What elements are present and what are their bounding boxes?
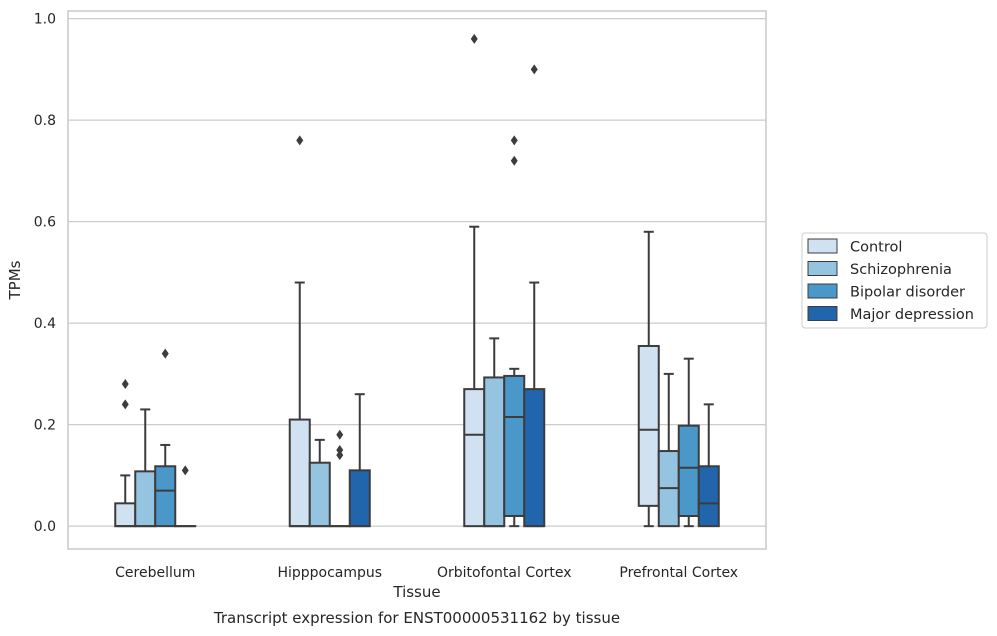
y-axis-label: TPMs bbox=[6, 260, 24, 300]
box-body bbox=[463, 388, 486, 528]
outlier-point bbox=[530, 64, 538, 75]
legend-swatch bbox=[807, 283, 838, 299]
box-prefrontal-cortex-bipolar-disorder bbox=[677, 357, 700, 528]
box-hipppocampus-major-depression bbox=[348, 393, 371, 528]
legend: Control Schizophrenia Bipolar disorder Majo… bbox=[801, 232, 988, 329]
outlier-point bbox=[510, 135, 518, 146]
box-body bbox=[308, 461, 331, 528]
box-hipppocampus-control bbox=[288, 135, 311, 528]
legend-label: Schizophrenia bbox=[850, 262, 952, 278]
box-prefrontal-cortex-schizophrenia bbox=[657, 372, 680, 528]
outlier-point bbox=[336, 445, 344, 456]
outlier-point bbox=[336, 450, 344, 461]
box-cerebellum-schizophrenia bbox=[134, 408, 157, 528]
x-tick-label: Prefrontal Cortex bbox=[619, 565, 738, 581]
y-tick-label: 1.0 bbox=[34, 12, 56, 28]
box-orbitofontal-cortex-schizophrenia bbox=[483, 337, 506, 528]
box-cerebellum-control bbox=[114, 379, 137, 528]
box-plot-marks bbox=[114, 33, 720, 528]
outlier-point bbox=[121, 379, 129, 390]
outlier-point bbox=[296, 135, 304, 146]
y-tick-label: 0.2 bbox=[34, 418, 56, 434]
outlier-point bbox=[181, 465, 189, 476]
box-body bbox=[503, 374, 526, 518]
box-orbitofontal-cortex-major-depression bbox=[523, 64, 546, 528]
y-tick-label: 0.6 bbox=[34, 215, 56, 231]
chart-caption: Transcript expression for ENST0000053116… bbox=[213, 609, 620, 627]
y-tick-label: 0.4 bbox=[34, 316, 56, 332]
box-prefrontal-cortex-control bbox=[637, 230, 660, 528]
legend-label: Control bbox=[850, 240, 902, 256]
box-orbitofontal-cortex-control bbox=[463, 33, 486, 528]
legend-swatch bbox=[807, 261, 838, 276]
box-body bbox=[114, 502, 137, 528]
box-body bbox=[637, 344, 660, 507]
box-body bbox=[288, 418, 311, 528]
x-tick-label: Orbitofontal Cortex bbox=[437, 565, 572, 581]
box-cerebellum-major-depression bbox=[174, 465, 197, 528]
legend-label: Major depression bbox=[850, 307, 974, 323]
legend-swatch bbox=[807, 306, 838, 321]
box-body bbox=[523, 388, 546, 528]
box-body bbox=[134, 470, 157, 528]
y-tick-label: 0.8 bbox=[34, 113, 56, 129]
outlier-point bbox=[470, 33, 478, 44]
grid-lines bbox=[68, 18, 766, 527]
box-hipppocampus-schizophrenia bbox=[308, 438, 331, 528]
outlier-point bbox=[121, 399, 129, 410]
plot-frame bbox=[67, 10, 767, 550]
x-tick-label: Cerebellum bbox=[115, 565, 195, 581]
box-body bbox=[154, 465, 177, 528]
legend-swatch bbox=[807, 238, 838, 254]
box-body bbox=[697, 465, 720, 528]
x-axis-label: Tissue bbox=[392, 583, 440, 601]
x-tick-labels: Cerebellum Hipppocampus Orbitofontal Corte… bbox=[115, 565, 738, 581]
box-body bbox=[677, 424, 700, 518]
box-body bbox=[348, 469, 371, 528]
box-cerebellum-bipolar-disorder bbox=[154, 348, 177, 528]
x-tick-label: Hipppocampus bbox=[277, 565, 382, 581]
legend-label: Bipolar disorder bbox=[850, 285, 965, 301]
y-tick-labels: 0.0 0.2 0.4 0.6 0.8 1.0 bbox=[34, 12, 56, 536]
outlier-point bbox=[161, 348, 169, 359]
box-prefrontal-cortex-major-depression bbox=[697, 403, 720, 528]
outlier-point bbox=[336, 429, 344, 440]
box-hipppocampus-bipolar-disorder bbox=[328, 429, 351, 528]
y-tick-label: 0.0 bbox=[34, 519, 56, 535]
legend-frame bbox=[801, 232, 988, 329]
box-body bbox=[483, 376, 506, 528]
outlier-point bbox=[510, 155, 518, 166]
box-orbitofontal-cortex-bipolar-disorder bbox=[503, 135, 526, 528]
